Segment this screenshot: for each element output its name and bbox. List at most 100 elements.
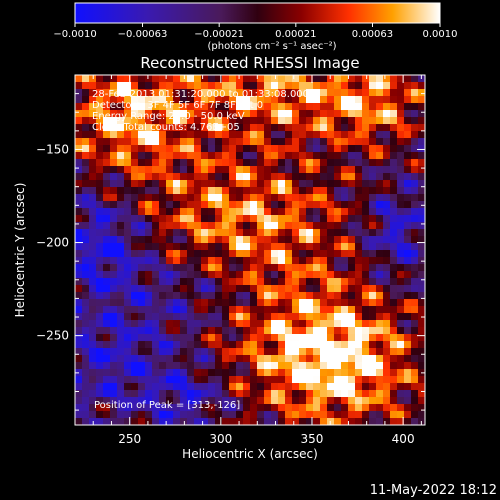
heatmap-cell (278, 285, 286, 293)
heatmap-cell (138, 96, 146, 104)
heatmap-cell (89, 411, 97, 419)
heatmap-cell (180, 418, 188, 425)
heatmap-cell (383, 215, 391, 223)
heatmap-cell (159, 159, 167, 167)
heatmap-cell (222, 362, 230, 370)
heatmap-cell (411, 159, 419, 167)
heatmap-cell (341, 103, 349, 111)
heatmap-cell (285, 362, 293, 370)
heatmap-cell (229, 222, 237, 230)
heatmap-cell (278, 264, 286, 272)
heatmap-cell (264, 334, 272, 342)
heatmap-cell (96, 89, 104, 97)
heatmap-cell (173, 124, 181, 132)
heatmap-cell (285, 222, 293, 230)
heatmap-cell (187, 173, 195, 181)
heatmap-cell (404, 292, 412, 300)
heatmap-cell (131, 264, 139, 272)
heatmap-cell (327, 75, 335, 83)
heatmap-cell (285, 376, 293, 384)
heatmap-cell (222, 355, 230, 363)
heatmap-cell (103, 124, 111, 132)
heatmap-cell (257, 383, 265, 391)
heatmap-cell (264, 327, 272, 335)
heatmap-cell (390, 138, 398, 146)
heatmap-cell (264, 187, 272, 195)
heatmap-cell (278, 320, 286, 328)
heatmap-cell (271, 124, 279, 132)
heatmap-cell (411, 278, 419, 286)
heatmap-cell (313, 292, 321, 300)
heatmap-cell (355, 278, 363, 286)
heatmap-cell (89, 250, 97, 258)
heatmap-cell (334, 222, 342, 230)
heatmap-cell (320, 285, 328, 293)
heatmap-cell (341, 138, 349, 146)
heatmap-cell (159, 418, 167, 425)
heatmap-cell (278, 334, 286, 342)
heatmap-cell (341, 124, 349, 132)
heatmap-cell (404, 250, 412, 258)
heatmap-cell (355, 327, 363, 335)
heatmap-cell (124, 292, 132, 300)
heatmap-cell (103, 145, 111, 153)
heatmap-cell (257, 411, 265, 419)
heatmap-cell (110, 145, 118, 153)
heatmap-cell (166, 418, 174, 425)
heatmap-cell (89, 306, 97, 314)
heatmap-cell (180, 75, 188, 83)
heatmap-cell (376, 96, 384, 104)
heatmap-cell (306, 194, 314, 202)
heatmap-cell (75, 82, 83, 90)
heatmap-cell (271, 404, 279, 412)
heatmap-cell (215, 348, 223, 356)
heatmap-cell (117, 397, 125, 405)
heatmap-cell (341, 110, 349, 118)
heatmap-cell (397, 285, 405, 293)
heatmap-cell (383, 369, 391, 377)
heatmap-cell (306, 418, 314, 425)
heatmap-cell (369, 418, 377, 425)
heatmap-cell (418, 411, 425, 419)
heatmap-cell (320, 320, 328, 328)
heatmap-cell (285, 264, 293, 272)
heatmap-cell (285, 411, 293, 419)
heatmap-cell (327, 201, 335, 209)
heatmap-cell (348, 278, 356, 286)
heatmap-cell (229, 159, 237, 167)
heatmap-cell (285, 348, 293, 356)
heatmap-cell (383, 82, 391, 90)
heatmap-cell (292, 397, 300, 405)
heatmap-cell (187, 278, 195, 286)
heatmap-cell (152, 187, 160, 195)
heatmap-cell (166, 103, 174, 111)
heatmap-cell (89, 327, 97, 335)
heatmap-cell (397, 208, 405, 216)
heatmap-cell (376, 208, 384, 216)
heatmap-cell (201, 383, 209, 391)
heatmap-cell (243, 264, 251, 272)
heatmap-cell (334, 306, 342, 314)
heatmap-cell (180, 271, 188, 279)
heatmap-cell (222, 236, 230, 244)
heatmap-cell (292, 131, 300, 139)
heatmap-cell (152, 383, 160, 391)
heatmap-cell (348, 362, 356, 370)
heatmap-cell (75, 418, 83, 425)
heatmap-cell (341, 145, 349, 153)
heatmap-cell (271, 82, 279, 90)
heatmap-cell (278, 313, 286, 321)
heatmap-cell (75, 383, 83, 391)
heatmap-cell (166, 215, 174, 223)
heatmap-cell (208, 348, 216, 356)
heatmap-cell (222, 229, 230, 237)
heatmap-cell (390, 187, 398, 195)
heatmap-cell (138, 159, 146, 167)
heatmap-cell (201, 201, 209, 209)
colorbar-frame (74, 2, 441, 24)
heatmap-cell (397, 82, 405, 90)
heatmap-cell (397, 187, 405, 195)
heatmap-cell (306, 75, 314, 83)
heatmap-cell (131, 320, 139, 328)
heatmap-cell (362, 173, 370, 181)
